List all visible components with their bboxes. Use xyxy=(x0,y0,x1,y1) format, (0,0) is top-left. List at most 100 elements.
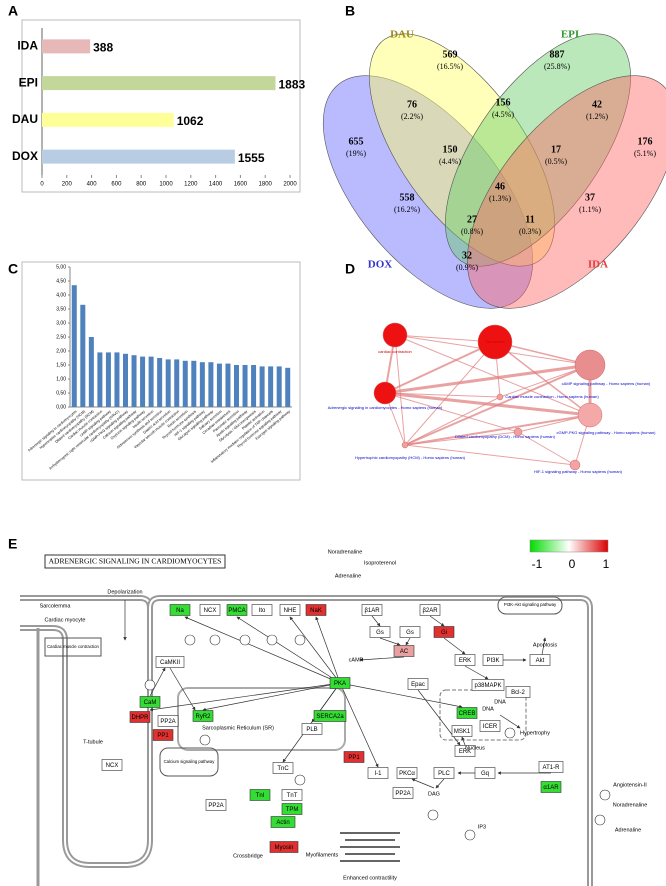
gene-label: AC xyxy=(400,649,409,655)
bar xyxy=(157,358,163,407)
gene-box xyxy=(454,654,476,666)
gene-box xyxy=(396,767,418,779)
gene-box xyxy=(343,751,365,763)
gene-box xyxy=(313,710,347,722)
bar xyxy=(140,356,146,407)
gene-box xyxy=(152,729,174,741)
network-label: HIF-1 signaling pathway - Homo sapiens (… xyxy=(534,469,623,474)
venn-set xyxy=(445,33,631,267)
gene-box xyxy=(199,604,221,616)
pathway-label: Enhanced contractility xyxy=(343,875,397,881)
pathway-label: cAMP xyxy=(349,657,364,663)
venn-percent: (25.8%) xyxy=(544,62,570,71)
pathway-label: DNA xyxy=(494,699,506,705)
gene-label: AT1-R xyxy=(543,765,561,771)
x-tick-label: 1600 xyxy=(234,182,248,188)
category-label: DOX xyxy=(12,149,38,163)
bar xyxy=(276,366,282,407)
pathway-label: Calcium signaling pathway xyxy=(164,759,216,764)
gene-label: NCX xyxy=(204,608,217,614)
gene-label: PMCA xyxy=(228,608,245,614)
gene-label: PP2A xyxy=(208,803,223,809)
venn-percent: (0.8%) xyxy=(461,227,483,236)
gene-label: Bcl-2 xyxy=(511,690,525,696)
panel-letter: B xyxy=(345,3,355,19)
venn-percent: (4.5%) xyxy=(492,110,514,119)
x-tick-label: 1200 xyxy=(184,182,198,188)
network-edge xyxy=(404,431,519,446)
gene-box xyxy=(540,781,562,793)
venn-count: 569 xyxy=(443,49,458,60)
venn-set xyxy=(322,75,534,309)
gene-label: I-1 xyxy=(374,771,382,777)
network-edge xyxy=(404,444,576,466)
pathway-label: Sarcolemma xyxy=(40,603,72,609)
pathway-label: Sarcoplasmic Reticulum (SR) xyxy=(202,725,274,731)
venn-percent: (16.5%) xyxy=(437,62,463,71)
gene-label: Gq xyxy=(481,771,489,777)
y-tick-label: 4,00 xyxy=(56,292,66,298)
panel-letter: C xyxy=(8,261,18,277)
venn-count: 655 xyxy=(349,136,364,147)
venn-count: 32 xyxy=(462,250,472,261)
network-edge xyxy=(394,334,406,446)
gene-label: DHPR xyxy=(131,715,149,721)
y-tick-label: 2,00 xyxy=(56,348,66,354)
network-edge xyxy=(384,392,519,433)
network-label: Hypertrophic cardiomyopathy (HCM) - Homo… xyxy=(355,455,466,460)
gene-box xyxy=(301,723,323,735)
value-label: 388 xyxy=(93,41,113,55)
compound xyxy=(199,734,211,746)
gene-label: PKCα xyxy=(399,771,415,777)
gene-label: α1AR xyxy=(543,785,559,791)
compound xyxy=(239,634,251,646)
category-label: DAU xyxy=(12,112,38,126)
gene-label: SERCA2a xyxy=(316,714,344,720)
venn-count: 17 xyxy=(551,144,561,155)
gene-label: Na xyxy=(176,608,184,614)
y-tick-label: 0,50 xyxy=(56,390,66,396)
network-edge xyxy=(404,364,591,446)
x-tick-label: 200 xyxy=(62,182,73,188)
gene-label: Epac xyxy=(411,682,425,688)
bar xyxy=(71,285,77,407)
venn-count: 176 xyxy=(638,136,653,147)
gene-box xyxy=(251,604,273,616)
gene-box xyxy=(479,720,501,732)
x-tick-label: 2000 xyxy=(283,182,297,188)
bar xyxy=(191,360,197,407)
gene-label: NaK xyxy=(310,608,322,614)
venn-percent: (0.3%) xyxy=(519,227,541,236)
gene-box xyxy=(419,604,441,616)
compound xyxy=(464,829,476,841)
pathway-label: Isoproterenol xyxy=(364,560,396,566)
pathway-label: Cardiac myocyte xyxy=(45,617,86,623)
venn-set-label: DOX xyxy=(368,259,393,271)
value-label: 1062 xyxy=(177,114,204,128)
bar xyxy=(42,39,91,54)
bar xyxy=(208,362,214,407)
gene-label: PLB xyxy=(306,727,317,733)
pathway-title: ADRENERGIC SIGNALING IN CARDIOMYOCYTES xyxy=(49,557,222,566)
network-node xyxy=(513,427,523,437)
compound xyxy=(427,809,439,821)
network-edge xyxy=(384,392,501,398)
gene-box xyxy=(433,767,455,779)
network-edge xyxy=(499,364,591,398)
bar xyxy=(80,304,86,407)
pathway-label: Crossbridge xyxy=(233,853,263,859)
venn-set-label: EPI xyxy=(561,29,579,41)
x-tick-label: 1000 xyxy=(159,182,173,188)
gene-box xyxy=(329,677,351,689)
pathway-label: Noradrenaline xyxy=(613,802,648,808)
venn-count: 27 xyxy=(467,214,477,225)
color-bar xyxy=(529,539,609,553)
gene-label: Gs xyxy=(406,630,414,636)
compound xyxy=(599,789,611,801)
pathway-label: PI3K-Akt signaling pathway xyxy=(504,602,557,607)
gene-box xyxy=(529,654,551,666)
compound xyxy=(504,727,516,739)
x-tick-label: 0 xyxy=(40,182,44,188)
venn-count: 11 xyxy=(525,214,534,225)
